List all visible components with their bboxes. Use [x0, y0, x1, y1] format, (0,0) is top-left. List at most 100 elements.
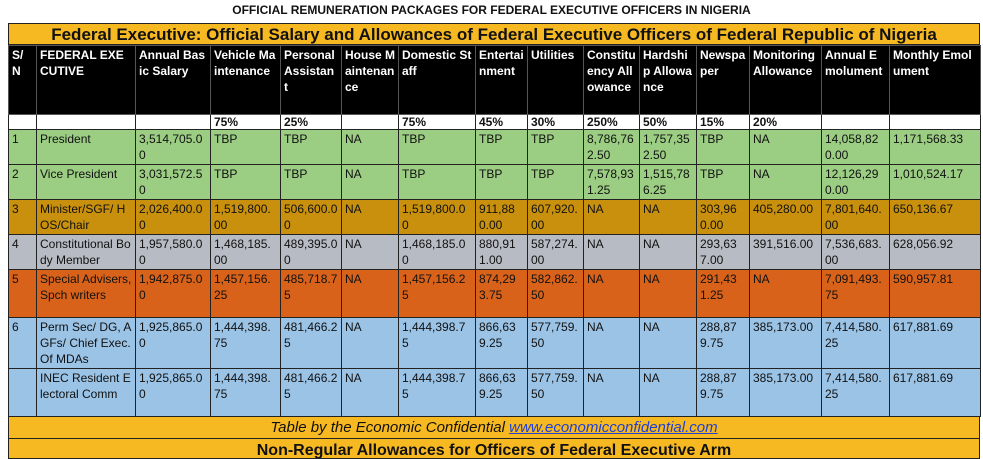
- amount-cell: TBP: [475, 164, 528, 200]
- amount-cell: NA: [341, 199, 399, 235]
- table-row: 4 Constitutional Body Member 1,957,580.00 1…: [8, 234, 981, 270]
- amount-cell: TBP: [210, 164, 281, 200]
- amount-cell: 1,468,185.00: [398, 234, 476, 270]
- amount-cell: 12,126,290.00: [821, 164, 890, 200]
- table-row: 3 Minister/SGF/ HOS/Chair 2,026,400.00 1,51…: [8, 199, 981, 235]
- table-body: 75% 25% 75% 45% 30% 250% 50% 15% 20% 1 President 3…: [8, 114, 981, 417]
- percentage-cell: 75%: [398, 114, 476, 130]
- table-row: 1 President 3,514,705.00 TBP TBP NA TBP TBP TBP 8…: [8, 129, 981, 165]
- page-title: OFFICIAL REMUNERATION PACKAGES FOR FEDER…: [232, 3, 751, 17]
- percentage-cell: 75%: [210, 114, 281, 130]
- amount-cell: 481,466.25: [280, 317, 342, 369]
- percentage-cell: 50%: [639, 114, 697, 130]
- amount-cell: 7,578,931.25: [583, 164, 640, 200]
- percentage-row: 75% 25% 75% 45% 30% 250% 50% 15% 20%: [8, 114, 981, 130]
- amount-cell: NA: [583, 317, 640, 369]
- serial-number-cell: 3: [8, 199, 37, 235]
- table-row: 2 Vice President 3,031,572.50 TBP TBP NA TBP TB…: [8, 164, 981, 200]
- section-subheading: Non-Regular Allowances for Officers of F…: [8, 439, 980, 459]
- amount-cell: TBP: [210, 129, 281, 165]
- percentage-cell: 25%: [280, 114, 342, 130]
- amount-cell: 1,444,398.75: [210, 317, 281, 369]
- table-footer: Table by the Economic Confidential www.e…: [8, 417, 980, 439]
- executive-title-cell: Perm Sec/ DG, AGFs/ Chief Exec. Of MDAs: [36, 317, 136, 369]
- amount-cell: 866,639.25: [475, 368, 528, 417]
- amount-cell: NA: [639, 199, 697, 235]
- amount-cell: NA: [583, 368, 640, 417]
- amount-cell: 1,925,865.00: [135, 368, 211, 417]
- amount-cell: NA: [583, 234, 640, 270]
- amount-cell: NA: [341, 234, 399, 270]
- amount-cell: 1,444,398.75: [398, 317, 476, 369]
- column-header: Annual Basic Salary: [135, 45, 211, 115]
- header-row: S/ N FEDERAL EXECUTIVE Annual Basic Salary…: [8, 45, 981, 115]
- amount-cell: 506,600.00: [280, 199, 342, 235]
- column-header: House Maintenance: [341, 45, 399, 115]
- amount-cell: TBP: [280, 129, 342, 165]
- remuneration-table: S/ N FEDERAL EXECUTIVE Annual Basic Salary…: [8, 45, 981, 417]
- serial-number-cell: 6: [8, 317, 37, 369]
- percentage-cell: 20%: [749, 114, 822, 130]
- column-header: Utilities: [527, 45, 584, 115]
- amount-cell: 582,862.50: [527, 269, 584, 318]
- amount-cell: NA: [749, 129, 822, 165]
- amount-cell: TBP: [280, 164, 342, 200]
- serial-number-cell: 4: [8, 234, 37, 270]
- amount-cell: 1,957,580.00: [135, 234, 211, 270]
- amount-cell: 391,516.00: [749, 234, 822, 270]
- amount-cell: NA: [341, 269, 399, 318]
- amount-cell: 489,395.00: [280, 234, 342, 270]
- column-header: Monthly Emolument: [889, 45, 981, 115]
- amount-cell: 7,536,683.00: [821, 234, 890, 270]
- amount-cell: 617,881.69: [889, 317, 981, 369]
- footer-link[interactable]: www.economicconfidential.com: [509, 419, 718, 436]
- amount-cell: 293,637.00: [696, 234, 750, 270]
- column-header: Vehicle Maintenance: [210, 45, 281, 115]
- amount-cell: 405,280.00: [749, 199, 822, 235]
- amount-cell: 1,444,398.75: [398, 368, 476, 417]
- column-header: Annual Emolument: [821, 45, 890, 115]
- amount-cell: 590,957.81: [889, 269, 981, 318]
- amount-cell: 607,920.00: [527, 199, 584, 235]
- amount-cell: 1,515,786.25: [639, 164, 697, 200]
- serial-number-cell: 5: [8, 269, 37, 318]
- amount-cell: 1,942,875.00: [135, 269, 211, 318]
- amount-cell: 1,457,156.25: [398, 269, 476, 318]
- percentage-cell: [36, 114, 136, 130]
- column-header: Domestic Staff: [398, 45, 476, 115]
- amount-cell: 14,058,820.00: [821, 129, 890, 165]
- amount-cell: 385,173.00: [749, 368, 822, 417]
- percentage-cell: [889, 114, 981, 130]
- table-row: INEC Resident Electoral Comm 1,925,865.00…: [8, 368, 981, 417]
- column-header: Constituency Allowance: [583, 45, 640, 115]
- amount-cell: NA: [341, 129, 399, 165]
- column-header: FEDERAL EXECUTIVE: [36, 45, 136, 115]
- amount-cell: 1,444,398.75: [210, 368, 281, 417]
- amount-cell: 385,173.00: [749, 317, 822, 369]
- percentage-cell: 45%: [475, 114, 528, 130]
- amount-cell: 288,879.75: [696, 317, 750, 369]
- amount-cell: 587,274.00: [527, 234, 584, 270]
- amount-cell: TBP: [398, 164, 476, 200]
- amount-cell: NA: [749, 269, 822, 318]
- amount-cell: 8,786,762.50: [583, 129, 640, 165]
- amount-cell: 1,171,568.33: [889, 129, 981, 165]
- amount-cell: 485,718.75: [280, 269, 342, 318]
- amount-cell: 650,136.67: [889, 199, 981, 235]
- amount-cell: 911,880.00: [475, 199, 528, 235]
- percentage-cell: 30%: [527, 114, 584, 130]
- column-header: S/ N: [8, 45, 37, 115]
- executive-title-cell: Constitutional Body Member: [36, 234, 136, 270]
- amount-cell: NA: [341, 317, 399, 369]
- amount-cell: 1,468,185.00: [210, 234, 281, 270]
- amount-cell: 288,879.75: [696, 368, 750, 417]
- amount-cell: 303,960.00: [696, 199, 750, 235]
- amount-cell: 1,519,800.00: [398, 199, 476, 235]
- amount-cell: 628,056.92: [889, 234, 981, 270]
- footer-credit: Table by the Economic Confidential: [270, 419, 510, 436]
- table-row: 6 Perm Sec/ DG, AGFs/ Chief Exec. Of MDAs…: [8, 317, 981, 369]
- amount-cell: 1,010,524.17: [889, 164, 981, 200]
- amount-cell: NA: [639, 317, 697, 369]
- amount-cell: TBP: [527, 164, 584, 200]
- amount-cell: TBP: [398, 129, 476, 165]
